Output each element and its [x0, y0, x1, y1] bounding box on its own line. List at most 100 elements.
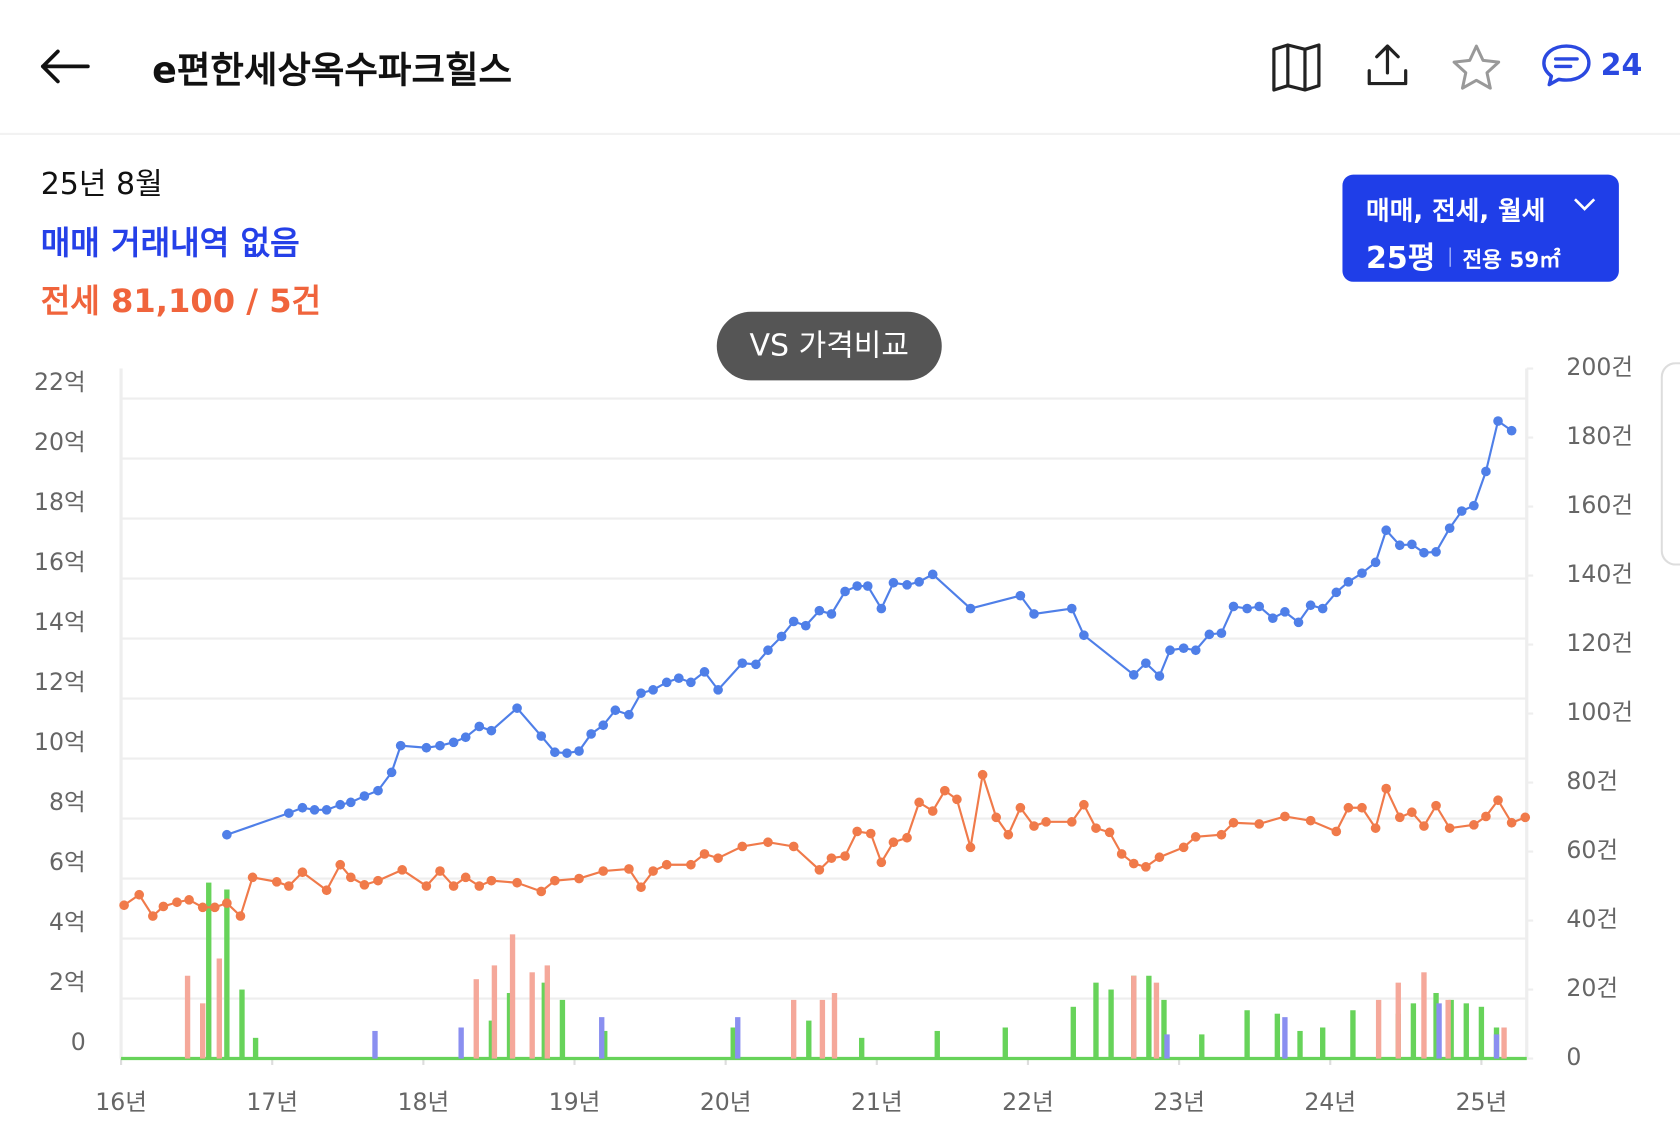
price-point [421, 742, 432, 753]
price-point [788, 841, 799, 852]
price-point [1407, 539, 1417, 550]
volume-bar [1153, 982, 1160, 1059]
volume-bar [1493, 1034, 1500, 1059]
price-point [1481, 466, 1491, 477]
price-point [902, 832, 912, 843]
x-tick-label: 24년 [1304, 1088, 1356, 1116]
filter-button[interactable]: 매매, 전세, 월세 25평 전용 59㎡ [1342, 174, 1619, 282]
trade-types: 매매, 전세, 월세 [1366, 196, 1546, 227]
price-point [512, 703, 522, 713]
map-button[interactable] [1271, 43, 1322, 92]
price-line [226, 419, 1513, 836]
volume-bar [1478, 1006, 1485, 1059]
compare-button[interactable]: VS 가격비교 [716, 311, 942, 381]
volume-bar [1244, 1010, 1250, 1059]
volume-bar [599, 1017, 605, 1059]
price-point [624, 709, 634, 720]
volume-bar [859, 1037, 865, 1059]
price-point [1493, 416, 1503, 426]
price-point [1178, 842, 1189, 853]
volume-bar [541, 982, 547, 1059]
price-point [172, 897, 182, 908]
y2-tick-label: 140건 [1566, 560, 1633, 588]
dropdown-icon [1574, 198, 1596, 211]
comment-button[interactable] [1541, 43, 1592, 88]
volume-bar [491, 965, 498, 1059]
share-button[interactable] [1365, 43, 1410, 88]
volume-bar [488, 1020, 495, 1059]
price-point [1204, 629, 1215, 640]
volume-bar [1410, 1003, 1417, 1059]
price-point [1469, 820, 1479, 830]
price-point [1029, 609, 1039, 619]
volume-bar [544, 965, 550, 1059]
price-point [598, 866, 609, 876]
price-point [1041, 817, 1051, 827]
x-tick-label: 23년 [1153, 1088, 1205, 1116]
price-point [776, 631, 787, 642]
price-point [1178, 643, 1189, 653]
price-point [1104, 827, 1115, 838]
volume-bar [1164, 1034, 1170, 1059]
price-point [636, 882, 646, 893]
price-point [119, 900, 129, 911]
volume-bar [529, 972, 535, 1059]
price-point [222, 898, 232, 908]
price-point [1141, 658, 1151, 668]
title: e편한세상옥수파크힐스 [152, 49, 512, 93]
price-point [321, 805, 332, 815]
price-point [284, 881, 294, 891]
price-point [1506, 817, 1517, 828]
volume-bar [735, 1017, 741, 1059]
price-point [661, 859, 672, 870]
price-point [309, 805, 320, 815]
price-point [271, 877, 282, 887]
price-point [1456, 506, 1467, 516]
price-point [574, 873, 584, 884]
price-point [1091, 823, 1101, 833]
price-point [876, 603, 887, 614]
comment-count[interactable]: 24 [1600, 47, 1643, 83]
price-point [751, 659, 761, 670]
volume-bar [1375, 999, 1382, 1059]
month: 25년 8월 [40, 166, 163, 202]
price-point [699, 667, 710, 677]
price-point [1331, 587, 1342, 598]
back-button[interactable] [39, 47, 93, 86]
price-point [888, 837, 899, 848]
favorite-button[interactable] [1451, 43, 1502, 92]
volume-bar [252, 1037, 259, 1059]
price-point [586, 729, 596, 739]
volume-bar [730, 1027, 736, 1059]
price-point [713, 685, 723, 695]
chart: 0 2억 4억 6억 8억 10억 12억 14억 16억 18억 20억 22억 0 20건 40건 60건… [34, 354, 1633, 1116]
price-point [209, 902, 220, 913]
y2-tick-label: 120건 [1566, 629, 1633, 657]
price-point [474, 881, 485, 891]
side-handle[interactable] [1660, 362, 1680, 566]
price-point [1444, 523, 1455, 533]
price-point [673, 673, 684, 683]
separator [1449, 247, 1451, 267]
volume-bar [1463, 1003, 1469, 1059]
volume-bar [806, 1020, 812, 1059]
volume-bar [1445, 999, 1451, 1059]
price-point [927, 569, 938, 580]
y-tick-label: 18억 [34, 488, 86, 516]
price-point [1394, 540, 1405, 551]
price-point [247, 872, 258, 883]
jeonse-summary: 전세 81,100 / 5건 [40, 282, 322, 321]
price-point [297, 802, 308, 813]
price-point [1079, 630, 1089, 641]
y-tick-label: 10억 [34, 728, 86, 756]
price-point [536, 886, 547, 897]
volume-bar [602, 1030, 608, 1059]
price-point [1431, 547, 1441, 557]
price-point [147, 911, 158, 921]
volume-bar [206, 882, 212, 1059]
price-line [123, 774, 1526, 919]
price-point [184, 895, 194, 905]
price-point [1493, 795, 1503, 806]
area: 전용 59㎡ [1462, 246, 1561, 273]
price-point [1128, 858, 1139, 869]
